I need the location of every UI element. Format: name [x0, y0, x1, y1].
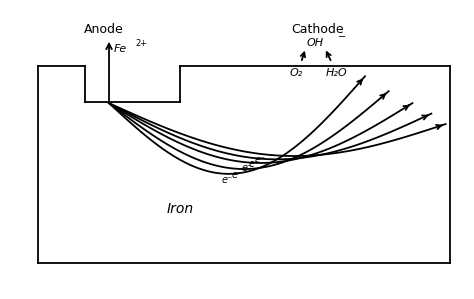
Text: Iron: Iron — [166, 202, 194, 216]
Text: e⁻: e⁻ — [255, 155, 265, 164]
Text: e⁻: e⁻ — [241, 163, 252, 173]
Text: OH: OH — [307, 38, 324, 48]
Text: e⁻: e⁻ — [249, 159, 260, 169]
Text: e⁻: e⁻ — [231, 170, 243, 180]
Text: −: − — [338, 32, 346, 42]
Text: Fe: Fe — [114, 44, 127, 54]
Text: H₂O: H₂O — [326, 68, 347, 78]
Text: Cathode: Cathode — [291, 23, 344, 36]
Text: Anode: Anode — [84, 23, 124, 36]
Text: 2+: 2+ — [135, 39, 147, 48]
Text: e⁻: e⁻ — [222, 175, 233, 185]
Text: O₂: O₂ — [290, 68, 303, 78]
